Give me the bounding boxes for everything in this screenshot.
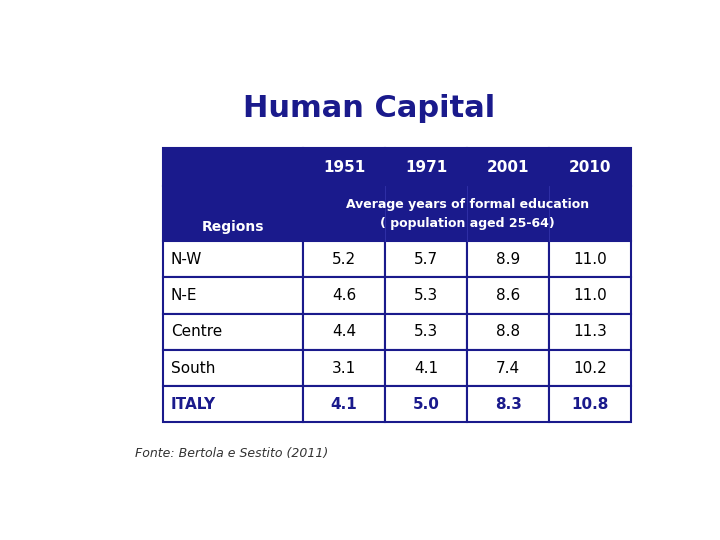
Bar bbox=[303, 278, 385, 314]
Text: 4.4: 4.4 bbox=[332, 325, 356, 339]
Bar bbox=[467, 350, 549, 386]
Bar bbox=[303, 350, 385, 386]
Bar bbox=[163, 314, 303, 350]
Bar bbox=[467, 148, 549, 186]
Text: 8.3: 8.3 bbox=[495, 397, 522, 412]
Bar bbox=[303, 314, 385, 350]
Bar bbox=[163, 148, 303, 186]
Bar bbox=[549, 241, 631, 278]
Bar bbox=[467, 241, 549, 278]
Bar bbox=[163, 350, 303, 386]
Text: Fonte: Bertola e Sestito (2011): Fonte: Bertola e Sestito (2011) bbox=[135, 447, 328, 460]
Bar bbox=[163, 241, 303, 278]
Bar bbox=[385, 241, 467, 278]
Bar bbox=[549, 148, 631, 186]
Text: 8.9: 8.9 bbox=[496, 252, 521, 267]
Text: 4.1: 4.1 bbox=[414, 361, 438, 375]
Bar bbox=[385, 314, 467, 350]
Bar bbox=[163, 278, 303, 314]
Bar bbox=[303, 386, 385, 422]
Text: Average years of formal education
( population aged 25-64): Average years of formal education ( popu… bbox=[346, 198, 589, 230]
Text: 5.2: 5.2 bbox=[332, 252, 356, 267]
Bar bbox=[549, 278, 631, 314]
Text: 1951: 1951 bbox=[323, 160, 365, 174]
Bar bbox=[303, 241, 385, 278]
Bar bbox=[549, 314, 631, 350]
Bar bbox=[163, 386, 303, 422]
Text: 8.8: 8.8 bbox=[496, 325, 521, 339]
Text: Regions: Regions bbox=[202, 220, 264, 234]
Text: 10.8: 10.8 bbox=[572, 397, 609, 412]
Bar bbox=[385, 386, 467, 422]
Text: 5.3: 5.3 bbox=[414, 288, 438, 303]
Bar bbox=[385, 350, 467, 386]
Bar bbox=[385, 148, 467, 186]
Text: Human Capital: Human Capital bbox=[243, 94, 495, 123]
Text: 10.2: 10.2 bbox=[573, 361, 607, 375]
Text: 11.3: 11.3 bbox=[573, 325, 607, 339]
Text: 2001: 2001 bbox=[487, 160, 529, 174]
Bar bbox=[303, 148, 385, 186]
Text: 4.1: 4.1 bbox=[330, 397, 358, 412]
Text: ITALY: ITALY bbox=[171, 397, 216, 412]
Text: 1971: 1971 bbox=[405, 160, 447, 174]
Text: South: South bbox=[171, 361, 215, 375]
Text: 5.7: 5.7 bbox=[414, 252, 438, 267]
Text: 7.4: 7.4 bbox=[496, 361, 521, 375]
Bar bbox=[549, 386, 631, 422]
Text: 5.3: 5.3 bbox=[414, 325, 438, 339]
Bar bbox=[385, 278, 467, 314]
Bar bbox=[467, 314, 549, 350]
Text: 5.0: 5.0 bbox=[413, 397, 440, 412]
Text: N-E: N-E bbox=[171, 288, 197, 303]
Text: 11.0: 11.0 bbox=[573, 252, 607, 267]
Text: 4.6: 4.6 bbox=[332, 288, 356, 303]
Text: 8.6: 8.6 bbox=[496, 288, 521, 303]
Text: 3.1: 3.1 bbox=[332, 361, 356, 375]
Text: 11.0: 11.0 bbox=[573, 288, 607, 303]
Bar bbox=[549, 350, 631, 386]
Text: 2010: 2010 bbox=[569, 160, 611, 174]
Bar bbox=[467, 278, 549, 314]
Bar bbox=[467, 386, 549, 422]
Text: N-W: N-W bbox=[171, 252, 202, 267]
Text: Centre: Centre bbox=[171, 325, 222, 339]
